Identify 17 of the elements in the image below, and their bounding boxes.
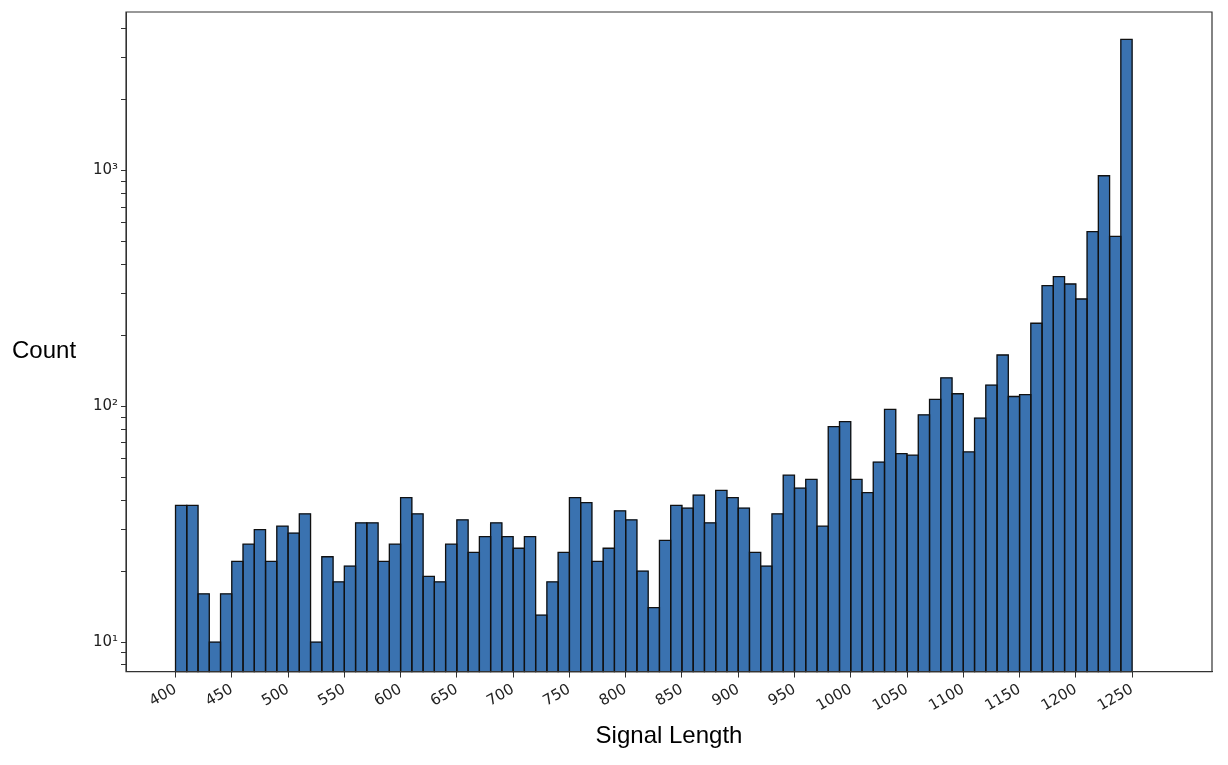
x-tick-label: 650 [427, 679, 461, 710]
x-tick-label: 850 [652, 679, 686, 710]
x-axis-title: Signal Length [595, 721, 743, 749]
y-axis-title: Count [12, 336, 77, 364]
x-tick-label: 600 [370, 679, 405, 710]
x-tick-label: 700 [483, 679, 518, 710]
y-tick-label: 10² [92, 396, 118, 415]
y-tick-label: 10¹ [92, 631, 118, 650]
x-tick-label: 750 [539, 679, 574, 710]
y-tick-label: 10³ [92, 160, 118, 179]
x-tick-label: 900 [708, 679, 743, 710]
x-tick-label: 950 [764, 679, 799, 710]
x-tick-label: 550 [314, 679, 349, 710]
x-tick-label: 800 [595, 679, 630, 710]
x-tick-label: 500 [258, 679, 292, 710]
x-tick-label: 450 [201, 679, 236, 710]
x-tick-label: 400 [145, 679, 180, 710]
